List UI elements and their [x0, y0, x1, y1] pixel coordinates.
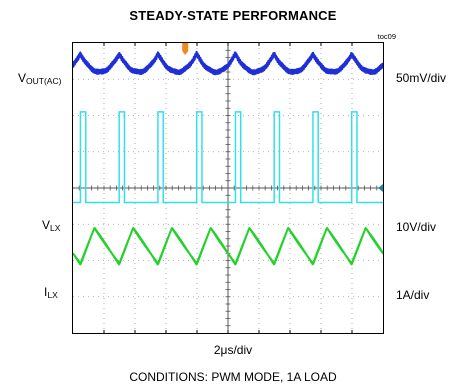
chart-title: STEADY-STATE PERFORMANCE: [129, 8, 337, 23]
ilx-trace: [72, 226, 384, 266]
channel-label-vlx: VLX: [42, 218, 61, 233]
channel-scale-vout: 50mV/div: [396, 71, 447, 85]
level-marker: [378, 184, 383, 192]
trigger-marker: [182, 43, 189, 55]
plot-area: [72, 43, 385, 333]
oscilloscope-screen: [72, 42, 385, 334]
conditions-note: CONDITIONS: PWM MODE, 1A LOAD: [129, 370, 337, 384]
channel-label-ilx: ILX: [44, 285, 58, 300]
figure-id: toc09: [377, 32, 396, 41]
channel-label-vout: VOUT(AC): [18, 71, 62, 86]
channel-scale-vlx: 10V/div: [396, 220, 437, 234]
timebase-label: 2μs/div: [213, 343, 253, 357]
channel-scale-ilx: 1A/div: [396, 288, 430, 302]
vlx-trace: [73, 111, 383, 204]
vout-trace: [72, 50, 385, 76]
